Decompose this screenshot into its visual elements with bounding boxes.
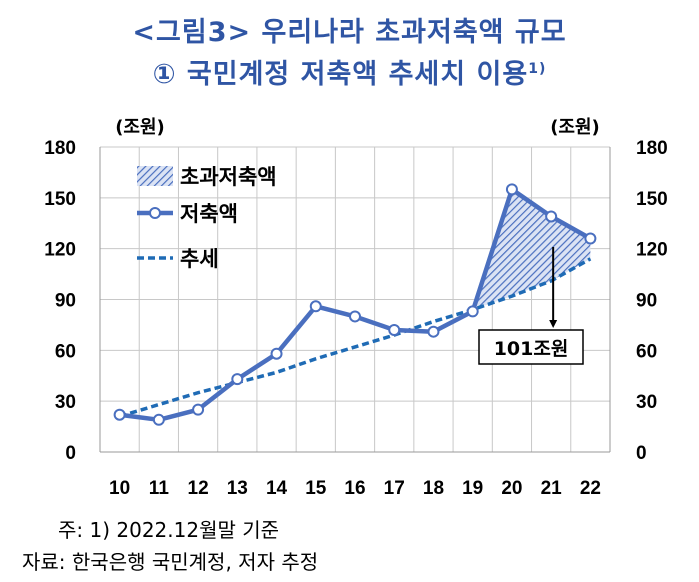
y-tick-label-right: 60 (636, 341, 657, 362)
y-tick-label-left: 0 (65, 443, 76, 464)
savings-point (388, 324, 401, 336)
x-tick-label: 10 (109, 478, 130, 499)
y-tick-label-left: 150 (44, 189, 76, 210)
axes: 0 0 30 30 60 60 90 90 120 120 150 150 180 180 (조원) (조원)… (44, 117, 667, 499)
annotation-box (478, 329, 584, 365)
trend-line (119, 257, 592, 419)
annotation: 101조원 (478, 246, 584, 365)
y-tick-label-left: 180 (44, 138, 76, 159)
footnote: 주: 1) 2022.12월말 기준 (58, 518, 280, 542)
x-tick-label: 17 (384, 478, 405, 499)
x-tick-label: 19 (462, 478, 483, 499)
y-tick-label-left: 30 (55, 392, 76, 413)
y-tick-label-left: 60 (55, 341, 76, 362)
y-tick-label-right: 0 (636, 443, 647, 464)
y-tick-label-right: 30 (636, 392, 657, 413)
x-tick-label: 16 (344, 478, 365, 499)
y-tick-label-right: 180 (636, 138, 668, 159)
y-tick-label-left: 90 (55, 291, 76, 312)
legend-label-excess: 초과저축액 (180, 165, 277, 189)
x-tick-label: 15 (305, 478, 327, 499)
legend-label-trend: 추세 (180, 247, 219, 271)
savings-point (231, 373, 244, 386)
savings-point (113, 408, 126, 421)
legend-swatch-excess (137, 166, 173, 186)
savings-point (270, 347, 283, 360)
legend-label-savings: 저축액 (180, 202, 238, 226)
savings-point (309, 300, 322, 313)
savings-point (349, 310, 361, 323)
chart-subtitle: ① 국민계정 저축액 추세치 이용1) (0, 52, 699, 91)
x-tick-label: 11 (149, 478, 170, 499)
series-layer (113, 183, 597, 426)
savings-point (192, 403, 205, 416)
subtitle-footnote-mark: 1) (528, 61, 547, 77)
x-tick-label: 21 (541, 478, 563, 499)
source-note: 자료: 한국은행 국민계정, 저자 추정 (22, 550, 319, 574)
y-unit-right: (조원) (550, 117, 600, 138)
x-tick-label: 14 (266, 478, 288, 499)
y-unit-left: (조원) (115, 117, 165, 138)
savings-point (545, 210, 558, 223)
x-tick-label: 13 (227, 478, 248, 499)
y-tick-label-right: 90 (636, 291, 657, 312)
x-tick-label: 22 (580, 478, 601, 499)
y-tick-label-right: 150 (636, 189, 668, 210)
legend-marker-savings (149, 207, 161, 219)
savings-point (152, 413, 165, 426)
line-chart: 0 0 30 30 60 60 90 90 120 120 150 150 180 180 (조원) (조원)… (44, 117, 667, 499)
x-tick-label: 20 (501, 478, 522, 499)
y-tick-label-left: 120 (44, 240, 76, 261)
annotation-label: 101조원 (494, 338, 569, 360)
y-tick-label-right: 120 (636, 240, 668, 261)
x-tick-label: 18 (423, 478, 444, 499)
chart-title: <그림3> 우리나라 초과저축액 규모 (132, 17, 567, 48)
savings-point (584, 232, 597, 245)
savings-point (466, 305, 479, 318)
grid (99, 146, 611, 453)
savings-point (427, 325, 440, 338)
x-tick-label: 12 (188, 478, 209, 499)
subtitle-text: ① 국민계정 저축액 추세치 이용 (152, 59, 529, 90)
savings-point (505, 183, 518, 196)
annotation-arrowhead (549, 320, 558, 328)
